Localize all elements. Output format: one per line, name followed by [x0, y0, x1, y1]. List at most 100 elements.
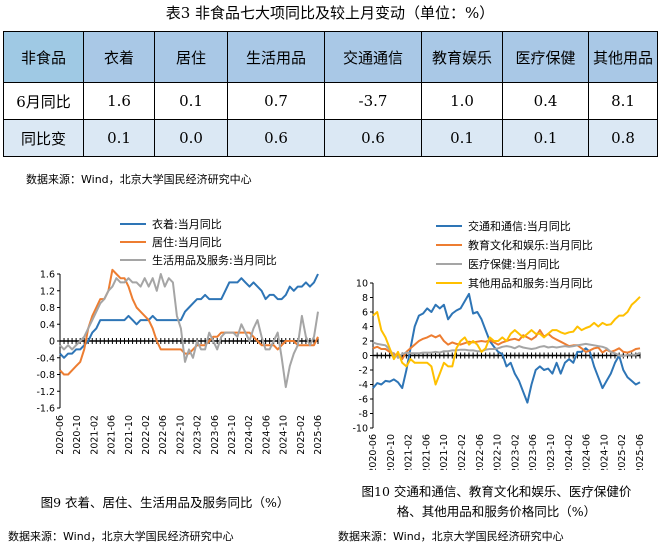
- x-tick-label: 2025-02: [617, 434, 628, 470]
- table-header-cell: 非食品: [3, 31, 84, 83]
- x-tick-label: 2024-06: [261, 415, 272, 455]
- x-tick-label: 2021-02: [89, 415, 100, 455]
- x-tick-label: 2020-06: [55, 415, 66, 455]
- x-tick-label: 2021-02: [404, 434, 415, 470]
- series-line: [372, 341, 641, 358]
- x-tick-label: 2023-10: [546, 434, 557, 470]
- table-row: 6月同比 1.6 0.1 0.7 -3.7 1.0 0.4 8.1: [3, 82, 658, 120]
- x-tick-label: 2021-10: [439, 434, 450, 470]
- table-header-cell: 居住: [154, 31, 228, 83]
- table-cell: 0.1: [502, 119, 589, 157]
- chart2-caption-line: 格、其他用品和服务价格同比（%）: [396, 504, 597, 519]
- table-cell: -3.7: [324, 82, 422, 120]
- y-tick-label: -0.4: [36, 353, 55, 364]
- x-tick-label: 2023-06: [210, 415, 221, 455]
- y-tick-label: 1.2: [40, 286, 55, 297]
- chart1-source: 数据来源：Wind，北京大学国民经济研究中心: [8, 530, 234, 543]
- y-tick-label: 0: [362, 351, 368, 362]
- x-tick-label: 2024-02: [564, 434, 575, 470]
- legend-label: 生活用品及服务:当月同比: [152, 253, 277, 267]
- table-cell: 0.1: [83, 119, 155, 157]
- y-tick-label: 2: [362, 337, 368, 348]
- x-tick-label: 2025-02: [296, 415, 307, 455]
- y-tick-label: 0.8: [40, 303, 55, 314]
- legend-label: 其他用品和服务:当月同比: [468, 276, 593, 290]
- non-food-table: 非食品 衣着 居住 生活用品 交通通信 教育娱乐 医疗保健 其他用品 6月同比 …: [3, 31, 658, 157]
- y-tick-label: -2: [359, 366, 368, 377]
- table-header-row: 非食品 衣着 居住 生活用品 交通通信 教育娱乐 医疗保健 其他用品: [3, 31, 658, 83]
- x-tick-label: 2022-06: [158, 415, 169, 455]
- table-row-label: 6月同比: [3, 82, 84, 120]
- y-tick-label: 8: [362, 293, 368, 304]
- x-tick-label: 2021-06: [107, 415, 118, 455]
- chart2-caption-line: 图10 交通和通信、教育文化和娱乐、医疗保健价: [361, 484, 632, 499]
- table-header-cell: 教育娱乐: [421, 31, 503, 83]
- y-tick-label: -6: [359, 395, 368, 406]
- table-cell: 1.6: [83, 82, 155, 120]
- table-cell: 0.4: [502, 82, 589, 120]
- series-line: [59, 273, 319, 359]
- x-tick-label: 2022-10: [175, 415, 186, 455]
- x-tick-label: 2020-06: [368, 434, 379, 470]
- y-tick-label: -10: [352, 424, 368, 435]
- chart2-caption: 图10 交通和通信、教育文化和娱乐、医疗保健价 格、其他用品和服务价格同比（%）: [333, 482, 660, 522]
- x-tick-label: 2023-06: [528, 434, 539, 470]
- y-tick-label: -1.2: [36, 387, 55, 398]
- table-cell: 0.7: [227, 82, 325, 120]
- table-cell: 1.0: [421, 82, 503, 120]
- x-tick-label: 2021-10: [124, 415, 135, 455]
- x-tick-label: 2024-02: [244, 415, 255, 455]
- x-tick-label: 2022-10: [493, 434, 504, 470]
- y-tick-label: 6: [362, 308, 368, 319]
- y-tick-label: -1.6: [36, 404, 55, 415]
- x-tick-label: 2024-10: [599, 434, 610, 470]
- table-cell: 0.8: [588, 119, 658, 157]
- table-cell: 0.1: [421, 119, 503, 157]
- y-tick-label: 0: [49, 337, 55, 348]
- table-row: 同比变 0.1 0.0 0.6 0.6 0.1 0.1 0.8: [3, 119, 658, 157]
- y-tick-label: 1.6: [40, 270, 55, 281]
- legend-label: 教育文化和娱乐:当月同比: [468, 238, 593, 252]
- legend-label: 衣着:当月同比: [152, 217, 222, 231]
- x-tick-label: 2025-06: [313, 415, 324, 455]
- table-header-cell: 交通通信: [324, 31, 422, 83]
- table-header-cell: 衣着: [83, 31, 155, 83]
- x-tick-label: 2023-10: [227, 415, 238, 455]
- table-cell: 0.0: [154, 119, 228, 157]
- table-header-cell: 医疗保健: [502, 31, 589, 83]
- table-source: 数据来源：Wind，北京大学国民经济研究中心: [26, 173, 252, 186]
- x-tick-label: 2022-02: [457, 434, 468, 470]
- series-line: [372, 292, 641, 404]
- table-header-cell: 其他用品: [588, 31, 658, 83]
- x-tick-label: 2020-10: [72, 415, 83, 455]
- table-cell: 8.1: [588, 82, 658, 120]
- chart-fig10: 交通和通信:当月同比教育文化和娱乐:当月同比医疗保健:当月同比其他用品和服务:当…: [352, 219, 646, 470]
- table-cell: 0.1: [154, 82, 228, 120]
- y-tick-label: -8: [359, 409, 368, 420]
- legend-label: 交通和通信:当月同比: [468, 219, 571, 233]
- x-tick-label: 2024-06: [582, 434, 593, 470]
- table-title: 表3 非食品七大项同比及较上月变动（单位：%）: [165, 4, 495, 22]
- x-tick-label: 2022-02: [141, 415, 152, 455]
- x-tick-label: 2022-06: [475, 434, 486, 470]
- legend-label: 医疗保健:当月同比: [468, 257, 560, 271]
- table-header-cell: 生活用品: [227, 31, 325, 83]
- y-tick-label: -0.8: [36, 370, 55, 381]
- legend-label: 居住:当月同比: [152, 235, 222, 249]
- y-tick-label: -4: [359, 380, 368, 391]
- x-tick-label: 2020-10: [386, 434, 397, 470]
- x-tick-label: 2021-06: [421, 434, 432, 470]
- x-tick-label: 2024-10: [279, 415, 290, 455]
- chart2-source: 数据来源：Wind，北京大学国民经济研究中心: [338, 530, 564, 543]
- y-tick-label: 10: [356, 279, 368, 290]
- series-line: [59, 273, 319, 389]
- table-row-label: 同比变: [3, 119, 84, 157]
- table-cell: 0.6: [227, 119, 325, 157]
- x-tick-label: 2025-06: [635, 434, 646, 470]
- y-tick-label: 4: [362, 322, 368, 333]
- x-tick-label: 2023-02: [193, 415, 204, 455]
- series-line: [372, 296, 641, 386]
- table-cell: 0.6: [324, 119, 422, 157]
- x-tick-label: 2023-02: [510, 434, 521, 470]
